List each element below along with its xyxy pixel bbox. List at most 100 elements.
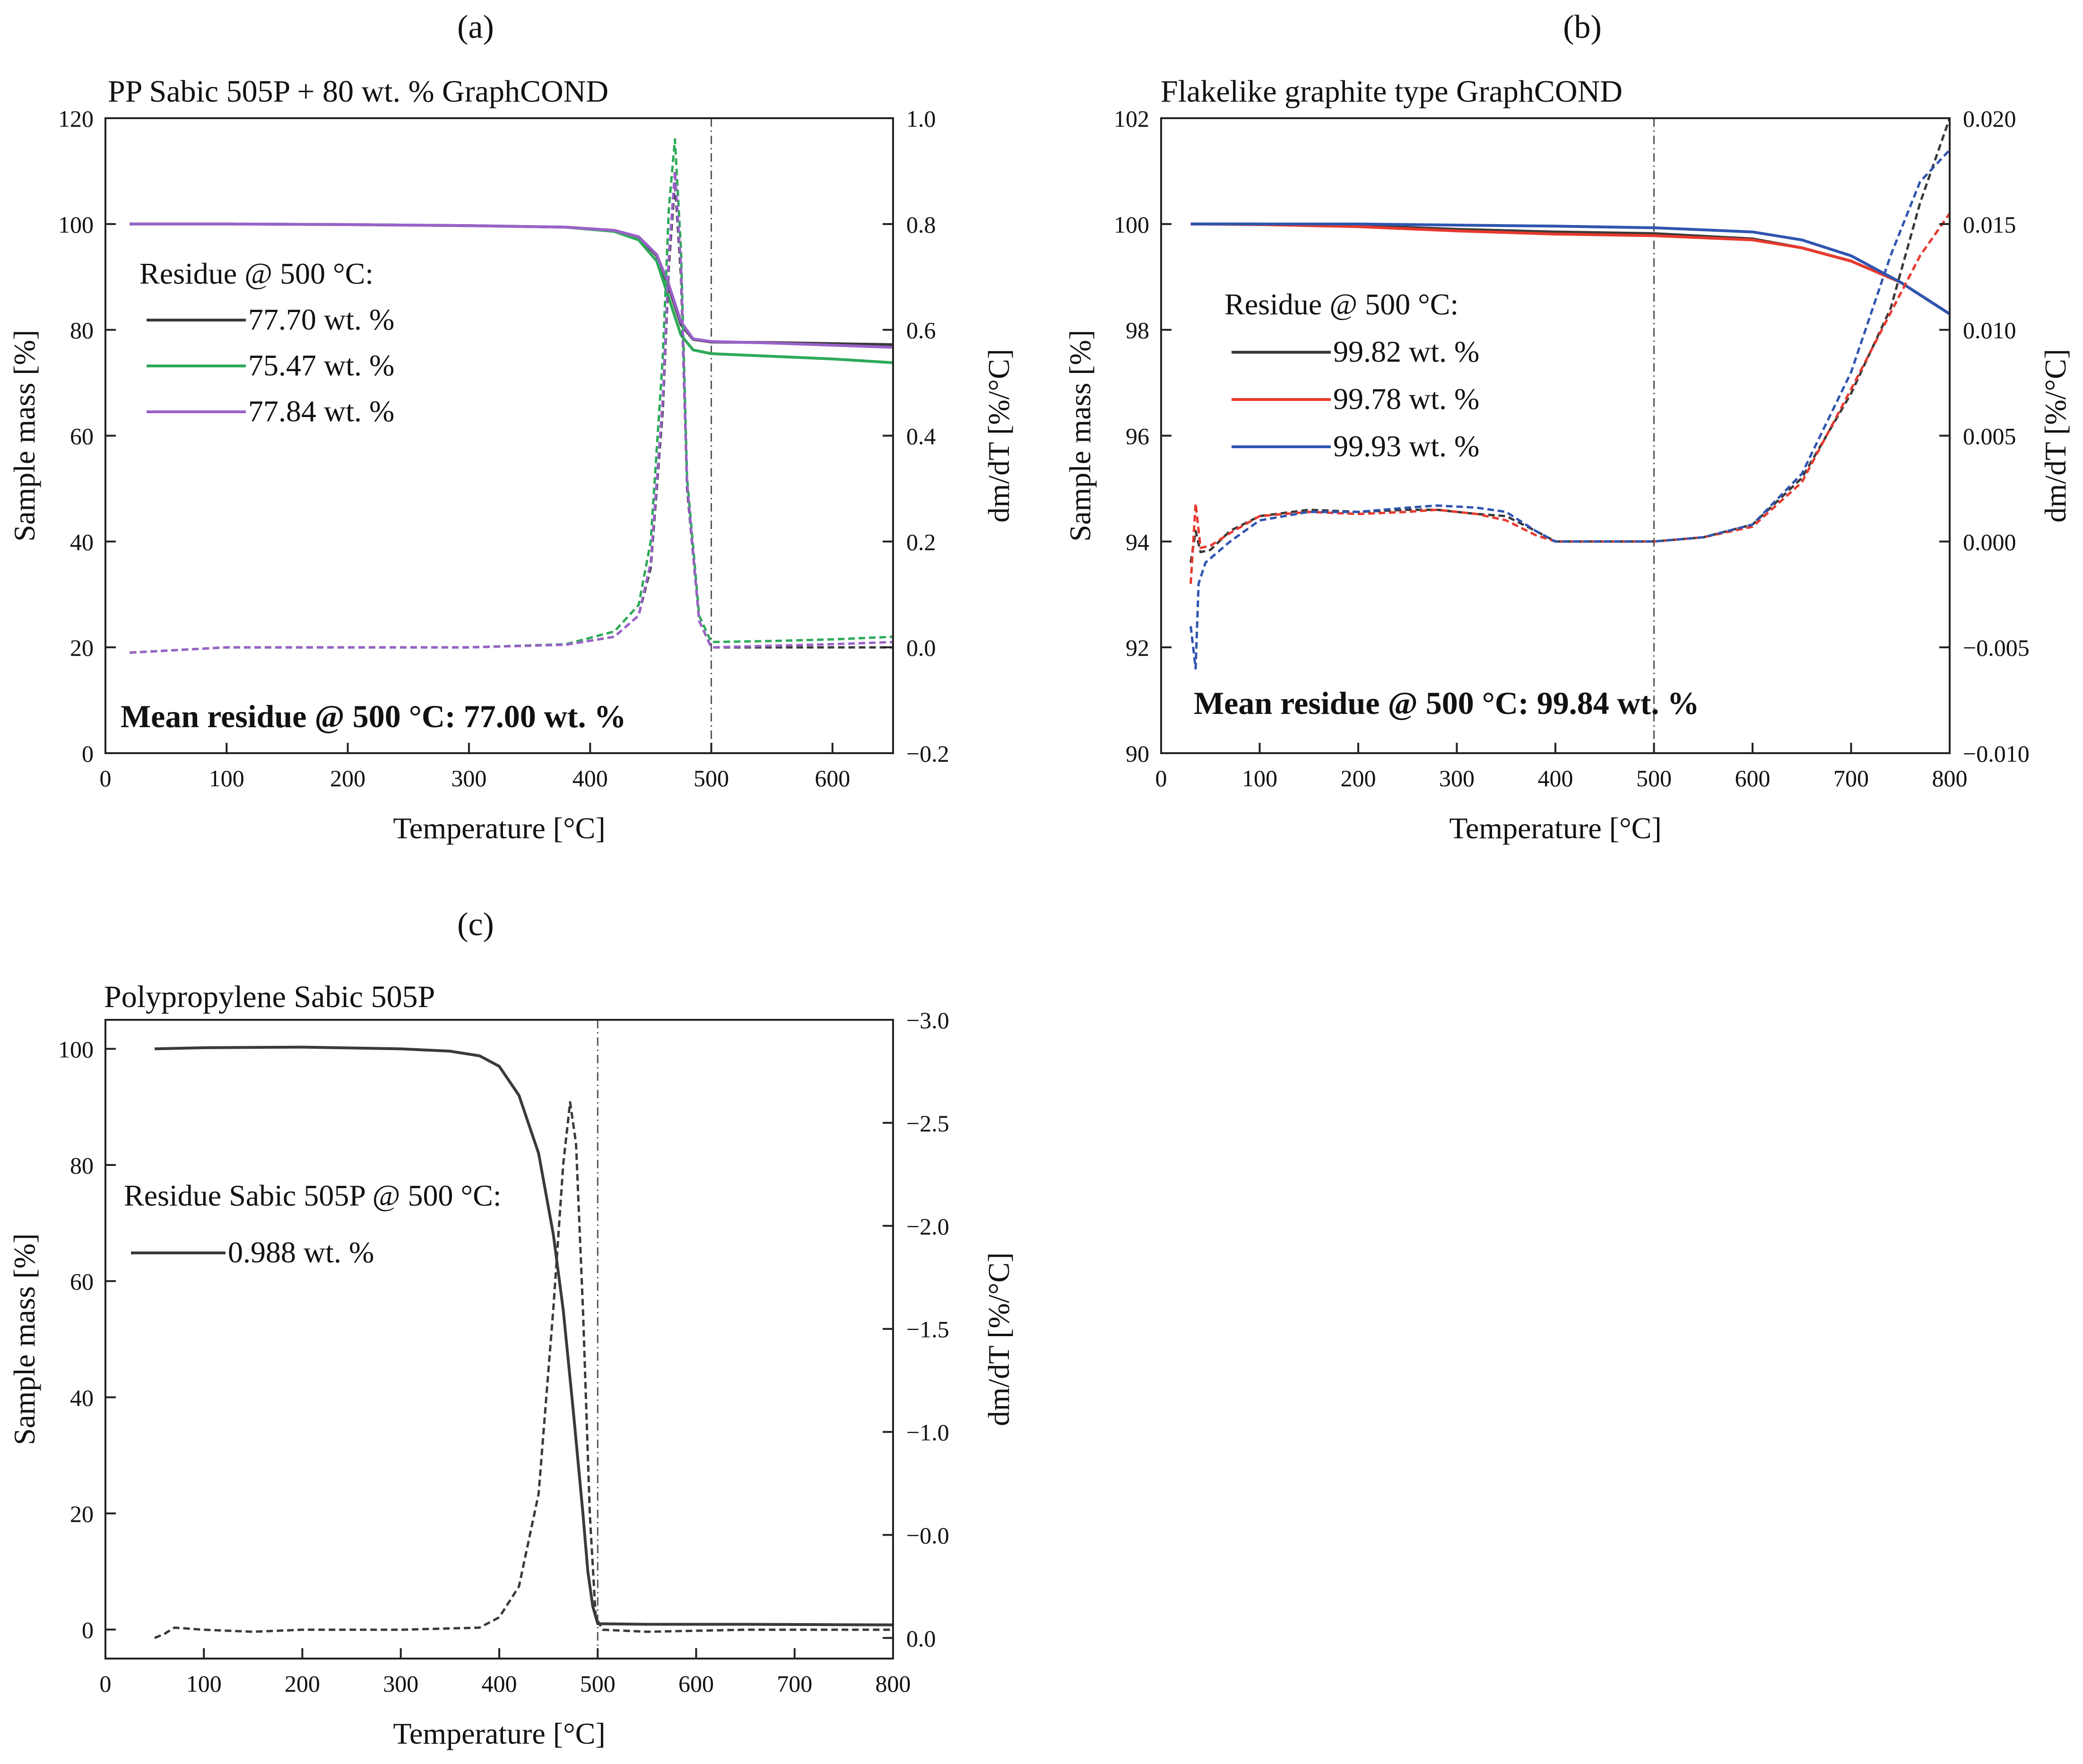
x-tick-label: 200 [285,1670,320,1697]
y-tick-label: 40 [70,529,94,555]
y2-axis-title: dm/dT [%/°C] [2039,349,2072,523]
x-axis-title: Temperature [°C] [1449,811,1661,845]
mean-residue-label: Mean residue @ 500 °C: 99.84 wt. % [1194,685,1699,721]
x-tick-label: 400 [482,1670,517,1697]
x-tick-label: 400 [1538,765,1573,791]
y-tick-label: 20 [70,1501,94,1527]
y-tick-label: 100 [58,1036,94,1062]
y2-tick-label: 0.005 [1963,423,2016,450]
y-tick-label: 102 [1114,105,1149,132]
dmdt-series-line [130,138,893,654]
x-tick-label: 700 [1833,765,1869,791]
chart-title: Polypropylene Sabic 505P [104,980,435,1014]
y-tick-label: 100 [58,211,94,238]
y2-tick-label: −3.0 [906,1007,949,1034]
x-tick-label: 400 [573,765,608,791]
y2-tick-label: 1.0 [906,105,936,132]
x-tick-label: 500 [1636,765,1672,791]
y-tick-label: 98 [1126,317,1149,344]
x-tick-label: 600 [1735,765,1771,791]
y2-tick-label: 0.020 [1963,105,2016,132]
y2-tick-label: 0.000 [1963,529,2016,555]
y-tick-label: 100 [1114,211,1149,238]
x-tick-label: 200 [1341,765,1376,791]
y2-tick-label: −0.2 [906,740,949,767]
x-tick-label: 700 [777,1670,812,1697]
legend-title: Residue @ 500 °C: [1224,287,1458,321]
x-tick-label: 600 [815,765,850,791]
y-axis-title: Sample mass [%] [8,330,41,542]
y-tick-label: 90 [1126,740,1149,767]
y2-tick-label: −2.5 [906,1110,949,1137]
x-tick-label: 100 [186,1670,222,1697]
x-tick-label: 600 [678,1670,714,1697]
x-tick-label: 300 [383,1670,418,1697]
legend-label: 99.78 wt. % [1333,382,1479,416]
panel-a: (a) PP Sabic 505P + 80 wt. % GraphCOND 0 10… [8,9,1015,845]
legend-label: 75.47 wt. % [248,348,394,382]
y-tick-label: 80 [70,317,94,344]
x-tick-label: 500 [694,765,729,791]
x-tick-label: 0 [100,765,112,791]
y2-tick-label: −0.010 [1963,740,2030,767]
y2-tick-label: 0.010 [1963,317,2016,344]
y-tick-label: 0 [82,1617,94,1643]
y-axis-title: Sample mass [%] [8,1234,41,1445]
x-tick-label: 0 [100,1670,112,1697]
y2-tick-label: 0.015 [1963,211,2016,238]
y-tick-label: 120 [58,105,94,132]
panel-b: (b) Flakelike graphite type GraphCOND 0 100… [1063,9,2072,845]
dmdt-series-line [1189,212,1950,584]
mass-series-line [1190,222,1950,315]
mass-series-line [130,222,893,349]
mean-residue-label: Mean residue @ 500 °C: 77.00 wt. % [121,698,626,734]
y-tick-label: 20 [70,634,94,661]
legend-label: 77.84 wt. % [248,394,394,428]
x-tick-label: 800 [1932,765,1968,791]
y2-axis-title: dm/dT [%/°C] [982,1252,1015,1426]
mass-series-line [155,1045,893,1626]
panel-label: (b) [1563,9,1602,45]
panel-label: (c) [457,906,494,943]
y2-tick-label: 0.8 [906,211,936,238]
y2-tick-label: −0.0 [906,1522,949,1549]
x-tick-label: 300 [451,765,486,791]
y-tick-label: 0 [82,740,94,767]
legend-title: Residue Sabic 505P @ 500 °C: [124,1179,502,1212]
x-tick-label: 200 [330,765,365,791]
y2-tick-label: −1.5 [906,1316,949,1343]
x-tick-label: 0 [1155,765,1167,791]
x-axis-title: Temperature [°C] [393,1717,605,1750]
x-tick-label: 100 [1242,765,1277,791]
x-tick-label: 100 [209,765,244,791]
y2-tick-label: 0.0 [906,1625,936,1651]
y-tick-label: 94 [1126,529,1149,555]
y2-tick-label: −2.0 [906,1213,949,1240]
x-axis-title: Temperature [°C] [393,811,605,845]
y-tick-label: 40 [70,1384,94,1411]
y2-tick-label: −0.005 [1963,634,2030,661]
chart-title: PP Sabic 505P + 80 wt. % GraphCOND [108,74,608,109]
x-tick-label: 500 [580,1670,616,1697]
panel-label: (a) [457,9,494,45]
y2-axis-title: dm/dT [%/°C] [982,349,1015,523]
y2-tick-label: 0.4 [906,423,936,450]
x-tick-label: 300 [1439,765,1475,791]
y-tick-label: 80 [70,1152,94,1179]
y2-tick-label: −1.0 [906,1419,949,1446]
dmdt-series-line [1189,149,1950,670]
y-tick-label: 92 [1126,634,1149,661]
y-tick-label: 60 [70,423,94,450]
x-tick-label: 800 [876,1670,911,1697]
mass-series-line [1190,222,1950,315]
y2-tick-label: 0.0 [906,634,936,661]
legend-title: Residue @ 500 °C: [139,257,373,290]
y2-tick-label: 0.2 [906,529,936,555]
legend-label: 99.93 wt. % [1333,429,1479,463]
legend-label: 99.82 wt. % [1333,335,1479,368]
y2-tick-label: 0.6 [906,317,936,344]
legend-label: 0.988 wt. % [228,1235,374,1269]
